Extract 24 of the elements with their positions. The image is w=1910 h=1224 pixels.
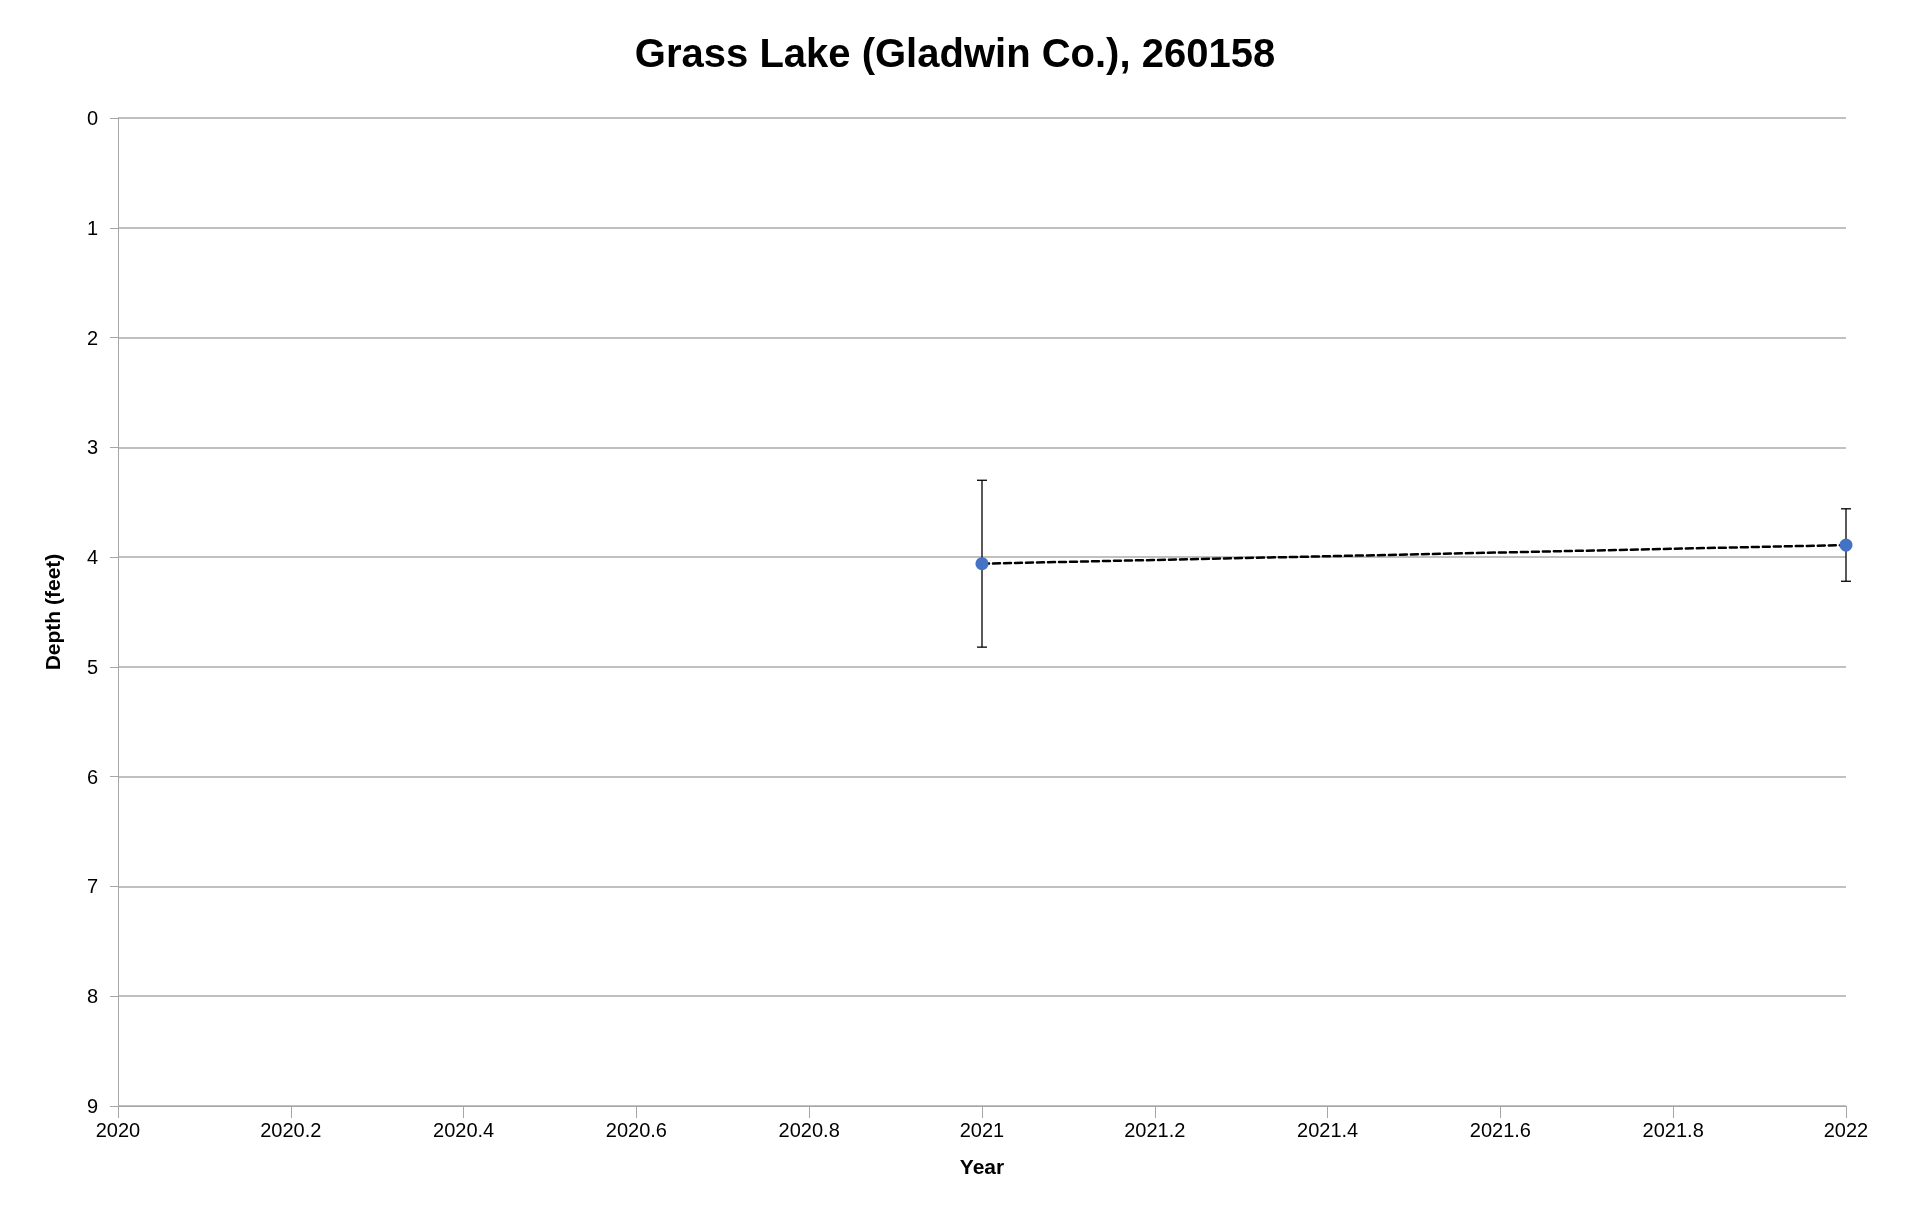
x-tick-label: 2021: [959, 1119, 1005, 1141]
x-tick-label: 2020.4: [433, 1119, 495, 1141]
x-tick-label: 2021.6: [1469, 1119, 1531, 1141]
y-tick-label: 0: [86, 107, 98, 129]
x-tick-label: 2022: [1823, 1119, 1869, 1141]
x-tick-label: 2021.2: [1124, 1119, 1186, 1141]
y-tick-label: 6: [86, 765, 98, 788]
chart-title: Grass Lake (Gladwin Co.), 260158: [634, 31, 1276, 75]
y-axis-title: Depth (feet): [41, 553, 64, 671]
y-tick-label: 1: [86, 216, 98, 239]
x-tick-label: 2020.8: [778, 1119, 840, 1141]
y-tick-label: 3: [86, 436, 98, 459]
y-tick-label: 2: [86, 326, 98, 349]
x-tick-label: 2020: [95, 1119, 141, 1141]
y-tick-label: 5: [86, 655, 98, 678]
x-tick-label: 2020.2: [260, 1119, 322, 1141]
y-tick-label: 7: [86, 875, 98, 898]
y-tick-label: 4: [86, 546, 98, 569]
y-tick-label: 8: [86, 985, 98, 1008]
x-tick-label: 2020.6: [605, 1119, 667, 1141]
x-tick-label: 2021.4: [1297, 1119, 1359, 1141]
y-tick-label: 9: [86, 1095, 98, 1117]
x-tick-label: 2021.8: [1642, 1119, 1704, 1141]
x-axis-title: Year: [959, 1155, 1005, 1178]
